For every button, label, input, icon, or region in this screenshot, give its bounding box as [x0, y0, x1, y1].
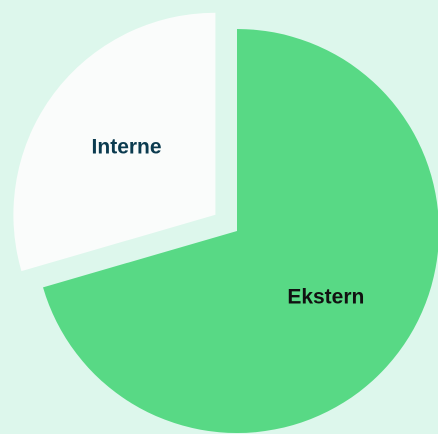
pie-slice-label-ekstern: Ekstern: [287, 285, 364, 308]
pie-slice-interne: [13, 12, 216, 272]
pie-slice-ekstern: [43, 29, 438, 433]
pie-slice-label-interne: Interne: [92, 136, 162, 159]
